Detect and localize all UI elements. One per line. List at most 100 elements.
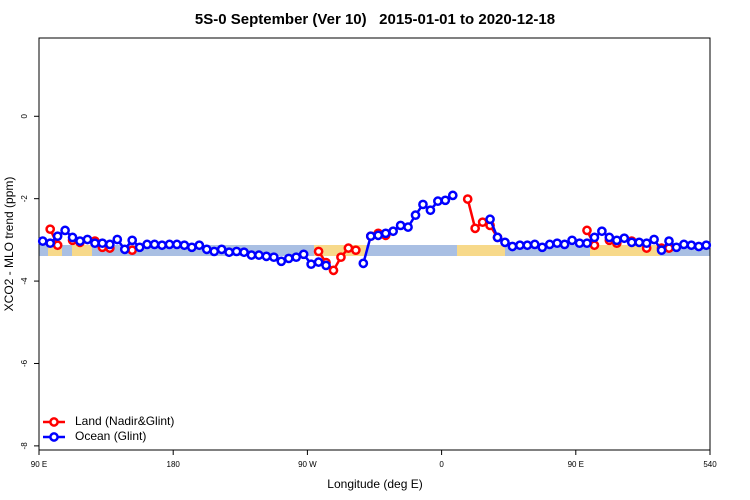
data-point	[500, 237, 510, 248]
data-point	[97, 238, 108, 249]
data-point	[216, 244, 227, 255]
data-point	[440, 195, 451, 206]
x-tick-label: 90 W	[298, 460, 317, 469]
data-point	[269, 252, 279, 263]
series-line	[49, 198, 669, 273]
data-point	[201, 244, 212, 255]
data-point	[626, 237, 637, 248]
data-point	[172, 239, 182, 250]
data-point	[544, 239, 555, 250]
data-point	[276, 256, 287, 267]
x-tick-label: 540	[703, 460, 717, 469]
data-point	[52, 240, 63, 251]
data-point	[328, 265, 339, 276]
data-point	[104, 239, 115, 250]
data-point	[492, 232, 503, 243]
data-point	[37, 236, 48, 246]
land-patch	[72, 245, 92, 256]
chart-title: 5S-0 September (Ver 10) 2015-01-01 to 20…	[195, 11, 555, 28]
legend-marker	[49, 417, 59, 427]
data-point	[515, 240, 525, 251]
x-axis-label: Longitude (deg E)	[327, 477, 422, 491]
data-point	[231, 246, 242, 257]
data-point	[679, 239, 689, 250]
data-point	[537, 242, 548, 253]
data-point	[693, 241, 704, 252]
y-tick-label: -6	[20, 359, 29, 367]
data-point	[611, 235, 622, 246]
legend-label: Ocean (Glint)	[75, 429, 146, 443]
data-point	[186, 242, 197, 253]
data-point	[134, 242, 145, 253]
data-point	[380, 228, 391, 239]
data-point	[142, 239, 152, 250]
data-point	[45, 224, 56, 235]
data-point	[567, 235, 577, 246]
data-point	[313, 257, 324, 267]
data-point	[462, 194, 473, 204]
map-strip	[39, 245, 710, 256]
data-point	[686, 240, 697, 251]
data-point	[425, 205, 436, 216]
y-tick-label: -2	[20, 195, 29, 203]
data-point	[82, 234, 93, 245]
x-tick-label: 90 E	[568, 460, 584, 469]
data-point	[477, 217, 488, 228]
data-point	[395, 220, 406, 231]
data-point	[224, 247, 234, 258]
data-point	[306, 259, 316, 270]
data-point	[127, 235, 138, 246]
data-point	[671, 242, 682, 253]
data-point	[351, 245, 361, 256]
land-patch	[590, 245, 660, 256]
data-point	[447, 190, 458, 201]
data-point	[641, 238, 652, 249]
data-point	[157, 240, 167, 251]
data-point	[298, 249, 309, 260]
data-point	[75, 236, 85, 246]
land-patch	[457, 245, 505, 256]
data-point	[209, 246, 220, 257]
data-point	[649, 234, 659, 245]
data-point	[582, 238, 592, 249]
data-point	[194, 240, 205, 251]
data-point	[112, 234, 123, 245]
data-point	[701, 240, 712, 251]
data-point	[321, 260, 331, 271]
data-point	[313, 246, 324, 257]
data-point	[60, 225, 70, 236]
data-point	[507, 241, 518, 252]
data-point	[149, 239, 160, 250]
data-point	[552, 238, 563, 249]
data-point	[127, 245, 138, 256]
data-point	[373, 230, 384, 241]
data-point	[522, 240, 533, 251]
data-point	[119, 244, 130, 255]
data-point	[574, 238, 585, 249]
data-point	[410, 210, 421, 221]
data-point	[45, 238, 56, 249]
land-patch	[314, 245, 366, 256]
data-point	[358, 258, 369, 269]
data-point	[239, 247, 249, 258]
data-point	[589, 232, 600, 243]
x-tick-label: 180	[167, 460, 181, 469]
data-point	[433, 196, 443, 207]
legend: Land (Nadir&Glint)Ocean (Glint)	[43, 414, 174, 443]
legend-marker	[49, 432, 59, 442]
data-point	[664, 236, 674, 246]
data-point	[529, 239, 540, 250]
data-point	[559, 239, 570, 250]
data-point	[418, 199, 428, 210]
data-point	[246, 250, 257, 260]
data-point	[90, 238, 100, 249]
data-point	[67, 232, 78, 243]
y-tick-label: -8	[20, 442, 29, 450]
data-point	[254, 250, 264, 260]
data-point	[343, 243, 354, 253]
x-tick-label: 90 E	[31, 460, 47, 469]
data-point	[582, 225, 592, 236]
data-point	[403, 222, 413, 232]
data-point	[261, 251, 272, 262]
series	[37, 190, 712, 271]
